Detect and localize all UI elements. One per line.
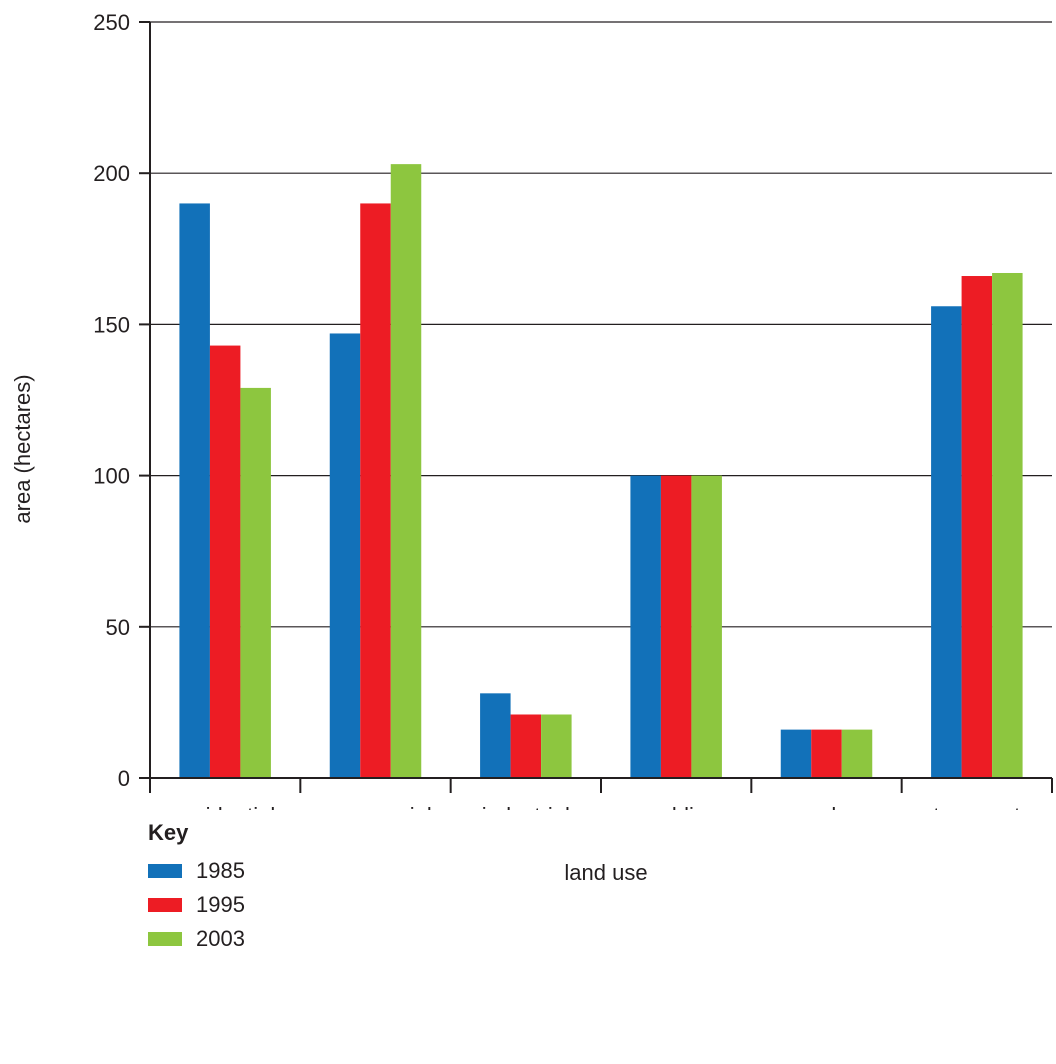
bar-transport-2003 [992,272,1023,778]
y-tick-label: 150 [93,312,130,337]
legend-swatch-1985 [148,864,182,878]
legend-item-2003: 2003 [148,922,245,956]
legend-label-2003: 2003 [196,926,245,951]
x-tick-label: parks [800,803,854,810]
axes [139,21,1053,793]
y-tick-label: 250 [93,10,130,35]
bar-industrial-2003 [541,714,572,778]
legend: Key 1985 1995 2003 [148,818,245,956]
bar-transport-1985 [931,306,962,778]
y-tick-label: 100 [93,464,130,489]
legend-item-1985: 1985 [148,854,245,888]
bar-residential-1995 [209,345,241,778]
bar-residential-1985 [179,203,210,778]
bar-commercial-2003 [390,164,422,779]
legend-item-1995: 1995 [148,888,245,922]
y-tick-label: 200 [93,161,130,186]
bars [179,164,1023,779]
bar-parks-1995 [811,729,842,778]
legend-label-1995: 1995 [196,892,245,917]
y-tick-label: 50 [106,615,130,640]
axis-labels: 0 50 100 150 200 250 residential commercial indu… [93,10,1020,810]
bar-public-1985 [630,475,661,778]
legend-label-1985: 1985 [196,858,245,883]
gridlines [150,21,1052,628]
bar-public-1995 [660,475,692,778]
bar-commercial-1985 [329,333,361,778]
bar-public-2003 [691,475,722,778]
y-axis-label: area (hectares) [10,374,35,523]
x-tick-label: residential [175,803,275,810]
bar-chart: 0 50 100 150 200 250 residential commercial indu… [10,10,1053,810]
legend-swatch-2003 [148,932,182,946]
bar-industrial-1995 [510,714,542,778]
bar-industrial-1985 [480,693,511,778]
x-axis-label: land use [564,860,648,885]
legend-swatch-1995 [148,898,182,912]
x-tick-label: transport [933,803,1020,810]
bar-commercial-1995 [360,203,391,778]
bar-parks-1985 [780,729,812,778]
legend-title: Key [148,820,189,845]
x-tick-label: public [647,803,704,810]
bar-residential-2003 [240,387,271,778]
bar-parks-2003 [841,729,873,778]
x-tick-label: industrial [482,803,570,810]
y-tick-label: 0 [118,766,130,791]
x-tick-label: commercial [319,803,431,810]
bar-transport-1995 [961,276,993,778]
